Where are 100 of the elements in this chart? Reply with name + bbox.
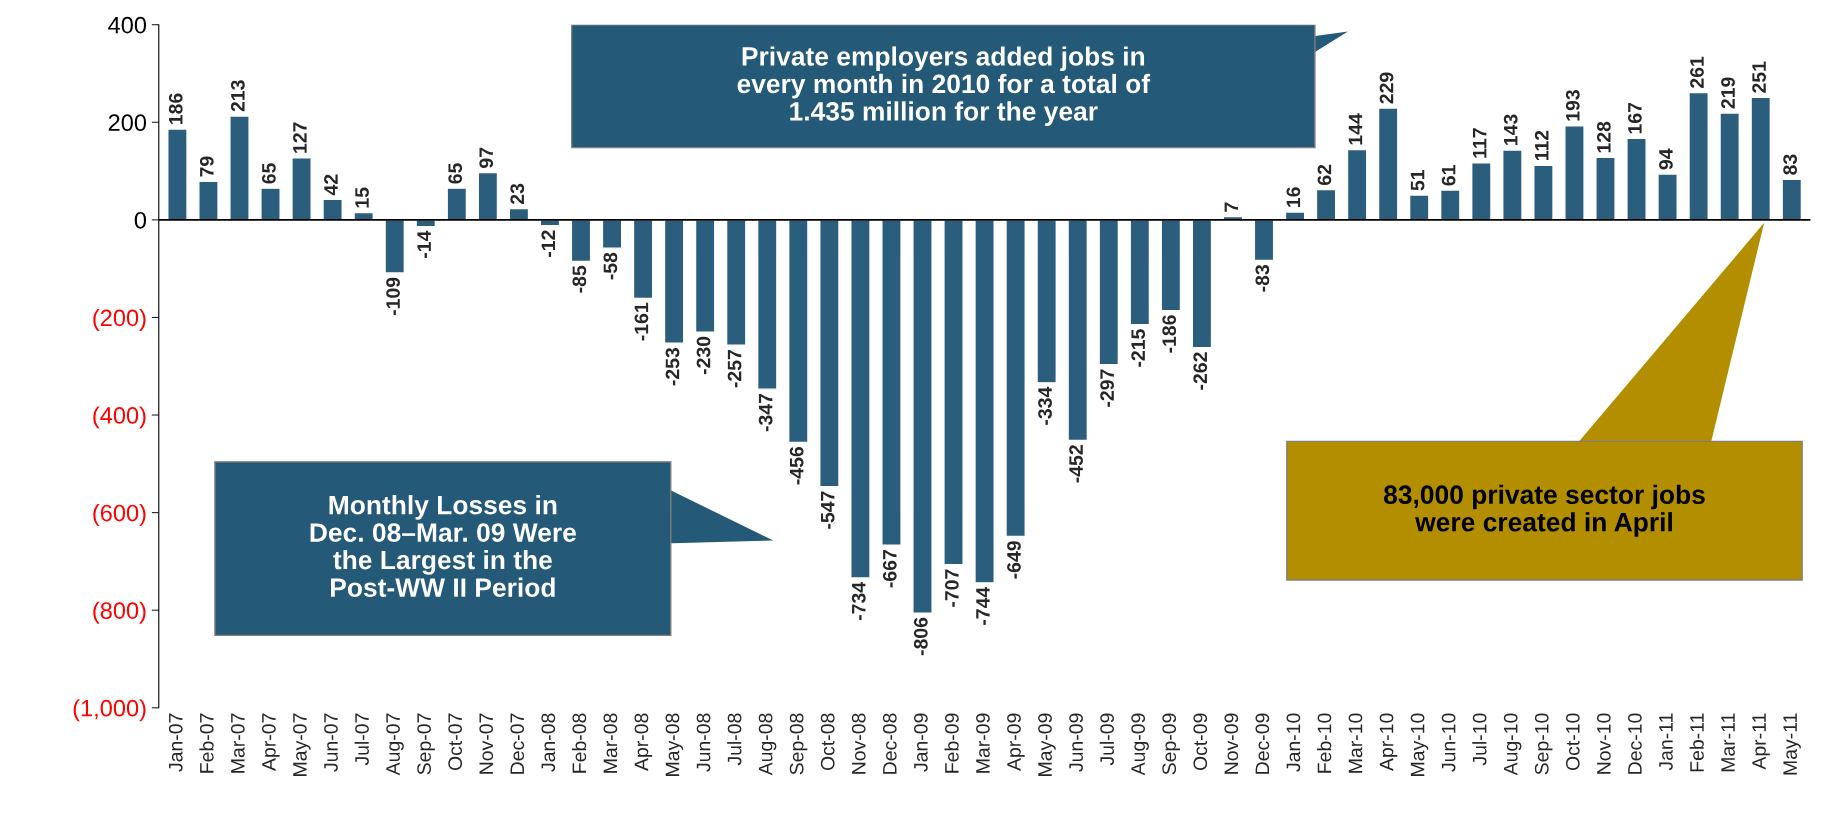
data-label: 167	[1628, 102, 1642, 134]
data-label: -456	[789, 446, 804, 485]
x-tick-label: Nov-08	[851, 713, 866, 774]
x-tick-label: Jul-09	[1099, 713, 1114, 766]
x-tick-label: May-08	[665, 713, 684, 776]
data-label: -334	[1038, 386, 1052, 425]
data-label: -230	[696, 336, 711, 375]
data-label: 219	[1721, 77, 1735, 109]
x-tick-label: Apr-11	[1752, 713, 1770, 770]
data-label: 143	[1503, 114, 1518, 145]
bar	[819, 219, 840, 488]
bar	[167, 128, 188, 221]
data-label: -667	[882, 550, 897, 588]
bar	[1439, 189, 1461, 221]
bar	[1191, 219, 1213, 349]
y-tick-label: 0	[134, 211, 147, 229]
x-tick-label: Feb-11	[1689, 713, 1704, 772]
annotation: Monthly Losses in Dec. 08–Mar. 09 Were the Largest in the Post-WW II Period	[310, 495, 576, 597]
y-tick-label: (800)	[93, 601, 146, 624]
data-label: 83	[1783, 154, 1798, 175]
x-tick-label: May-10	[1410, 713, 1429, 776]
data-label: -58	[603, 252, 618, 280]
data-label: -547	[821, 491, 835, 529]
data-label: -12	[541, 230, 555, 257]
bar	[1781, 178, 1803, 221]
x-tick-label: Mar-09	[976, 713, 990, 773]
bar	[1160, 219, 1182, 312]
x-tick-label: Aug-09	[1131, 713, 1149, 776]
y-tick-label: (200)	[93, 308, 146, 331]
bar	[1098, 219, 1120, 366]
y-tick-label: (1,000)	[73, 699, 146, 722]
data-label: -806	[913, 617, 928, 656]
y-tick-label: (400)	[93, 406, 146, 429]
bar	[787, 219, 809, 444]
x-tick-label: Mar-08	[603, 713, 618, 773]
data-label: -109	[386, 277, 400, 316]
data-label: 97	[479, 147, 494, 168]
x-tick-label: May-07	[293, 713, 311, 776]
data-label: -744	[976, 586, 990, 625]
x-tick-label: Oct-09	[1193, 713, 1208, 771]
x-tick-label: Nov-09	[1224, 713, 1239, 774]
data-label: 61	[1441, 165, 1456, 186]
x-tick-label: Mar-10	[1348, 713, 1363, 773]
x-tick-label: Dec-08	[882, 713, 897, 774]
data-label: 186	[168, 93, 183, 124]
data-label: 261	[1690, 56, 1704, 88]
bar	[881, 219, 902, 546]
x-tick-label: Jan-09	[913, 713, 928, 772]
data-label: 128	[1596, 121, 1611, 153]
x-tick-label: Jul-07	[354, 713, 369, 766]
y-tick-label: 400	[108, 16, 147, 34]
x-tick-label: Jan-10	[1286, 713, 1301, 772]
data-label: 127	[293, 122, 307, 153]
bar	[1129, 219, 1151, 326]
bar	[663, 219, 685, 344]
x-tick-label: May-09	[1038, 713, 1056, 776]
data-label: 213	[230, 80, 245, 112]
data-label: -14	[417, 230, 431, 258]
bar	[943, 219, 964, 566]
bar	[384, 219, 406, 274]
x-tick-label: Sep-08	[789, 713, 808, 775]
x-tick-label: Jul-10	[1472, 713, 1487, 766]
x-tick-label: Nov-10	[1596, 713, 1611, 774]
bar	[1502, 149, 1523, 221]
bar	[1036, 219, 1057, 384]
bar	[1005, 219, 1026, 538]
data-label: -186	[1162, 315, 1177, 353]
data-label: -734	[851, 582, 866, 621]
bar	[229, 115, 250, 221]
data-label: 42	[324, 174, 338, 196]
data-label: -85	[572, 265, 587, 293]
data-label: -347	[758, 393, 773, 432]
x-tick-label: May-11	[1783, 713, 1801, 775]
x-tick-label: Feb-07	[199, 713, 214, 773]
bar	[322, 198, 343, 221]
data-label: 7	[1224, 202, 1238, 212]
bar	[1067, 219, 1089, 442]
data-label: -257	[727, 350, 742, 388]
x-tick-label: Nov-07	[479, 713, 494, 774]
data-label: -649	[1007, 541, 1021, 579]
bar	[1408, 194, 1430, 221]
data-label: 65	[448, 163, 463, 184]
data-label: 251	[1752, 61, 1766, 93]
bar	[1595, 156, 1616, 221]
bar	[912, 219, 933, 614]
bar	[291, 157, 312, 221]
bar	[1470, 162, 1492, 221]
bar	[1719, 112, 1741, 221]
x-tick-label: Apr-08	[634, 713, 653, 771]
x-tick-label: Apr-10	[1379, 713, 1398, 771]
x-tick-label: Feb-10	[1317, 713, 1332, 773]
bar	[1533, 164, 1554, 221]
data-label: 112	[1534, 130, 1549, 161]
x-tick-label: Feb-09	[944, 713, 959, 773]
data-label: -707	[944, 569, 959, 607]
data-label: 15	[355, 187, 369, 208]
y-tick-label: (600)	[93, 504, 146, 527]
data-label: 79	[199, 156, 214, 177]
bar	[850, 219, 871, 579]
x-tick-label: Dec-09	[1255, 713, 1270, 774]
